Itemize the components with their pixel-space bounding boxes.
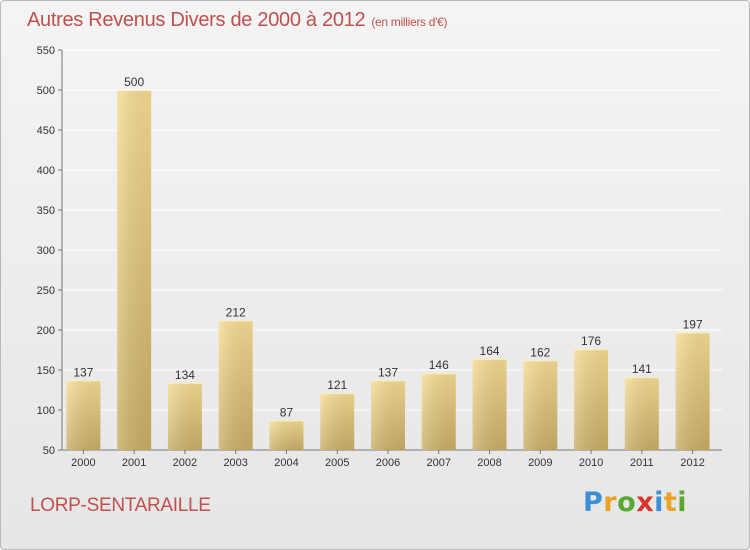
data-label: 164: [480, 344, 500, 358]
bar-shade: [523, 360, 558, 450]
bar-shade: [117, 90, 152, 450]
data-label: 137: [73, 365, 93, 379]
y-tick-label: 250: [37, 285, 55, 297]
x-tick-label: 2003: [223, 457, 247, 469]
y-tick-label: 450: [37, 125, 55, 137]
bar-shade: [675, 332, 710, 450]
data-label: 141: [632, 362, 652, 376]
y-tick-label: 200: [37, 325, 55, 337]
data-label: 176: [581, 334, 601, 348]
x-tick-label: 2010: [579, 457, 603, 469]
data-label: 197: [683, 317, 703, 331]
bar-shade: [167, 382, 202, 450]
bar-shade: [269, 420, 304, 450]
y-tick-label: 300: [37, 245, 55, 257]
bar-shade: [624, 377, 659, 450]
x-tick-label: 2004: [274, 457, 298, 469]
y-tick-label: 100: [37, 405, 55, 417]
y-tick-label: 500: [37, 85, 55, 97]
bar-shade: [66, 380, 101, 450]
data-label: 134: [175, 368, 195, 382]
data-label: 162: [530, 345, 550, 359]
x-tick-label: 2000: [71, 457, 95, 469]
x-tick-label: 2001: [122, 457, 146, 469]
bar-shade: [371, 380, 405, 450]
y-tick-label: 150: [37, 365, 55, 377]
data-label: 87: [280, 405, 294, 419]
title-unit: (en milliers d'€): [371, 15, 448, 29]
x-tick-label: 2008: [477, 457, 501, 469]
bar-shade: [320, 393, 355, 450]
x-tick-label: 2011: [630, 457, 654, 469]
y-tick-label: 550: [37, 45, 55, 57]
x-tick-label: 2007: [427, 457, 451, 469]
x-tick-label: 2006: [376, 457, 400, 469]
data-label: 146: [429, 358, 449, 372]
data-label: 212: [226, 305, 246, 319]
chart-title: Autres Revenus Divers de 2000 à 2012 (en …: [27, 9, 448, 32]
y-tick-label: 350: [37, 205, 55, 217]
x-tick-label: 2009: [528, 457, 552, 469]
x-tick-label: 2002: [173, 457, 197, 469]
data-label: 121: [327, 378, 347, 392]
data-label: 500: [124, 75, 144, 89]
bar-shade: [218, 320, 253, 450]
x-tick-label: 2005: [325, 457, 349, 469]
title-main: Autres Revenus Divers de 2000 à 2012: [27, 9, 366, 31]
proxiti-logo: Proxiti: [583, 487, 688, 518]
bar-shade: [574, 349, 609, 450]
x-tick-label: 2012: [680, 457, 704, 469]
y-tick-label: 400: [37, 165, 55, 177]
bar-shade: [421, 373, 456, 450]
data-label: 137: [378, 365, 398, 379]
y-tick-label: 50: [43, 445, 55, 457]
place-name: LORP-SENTARAILLE: [30, 495, 211, 516]
bar-shade: [472, 358, 507, 450]
